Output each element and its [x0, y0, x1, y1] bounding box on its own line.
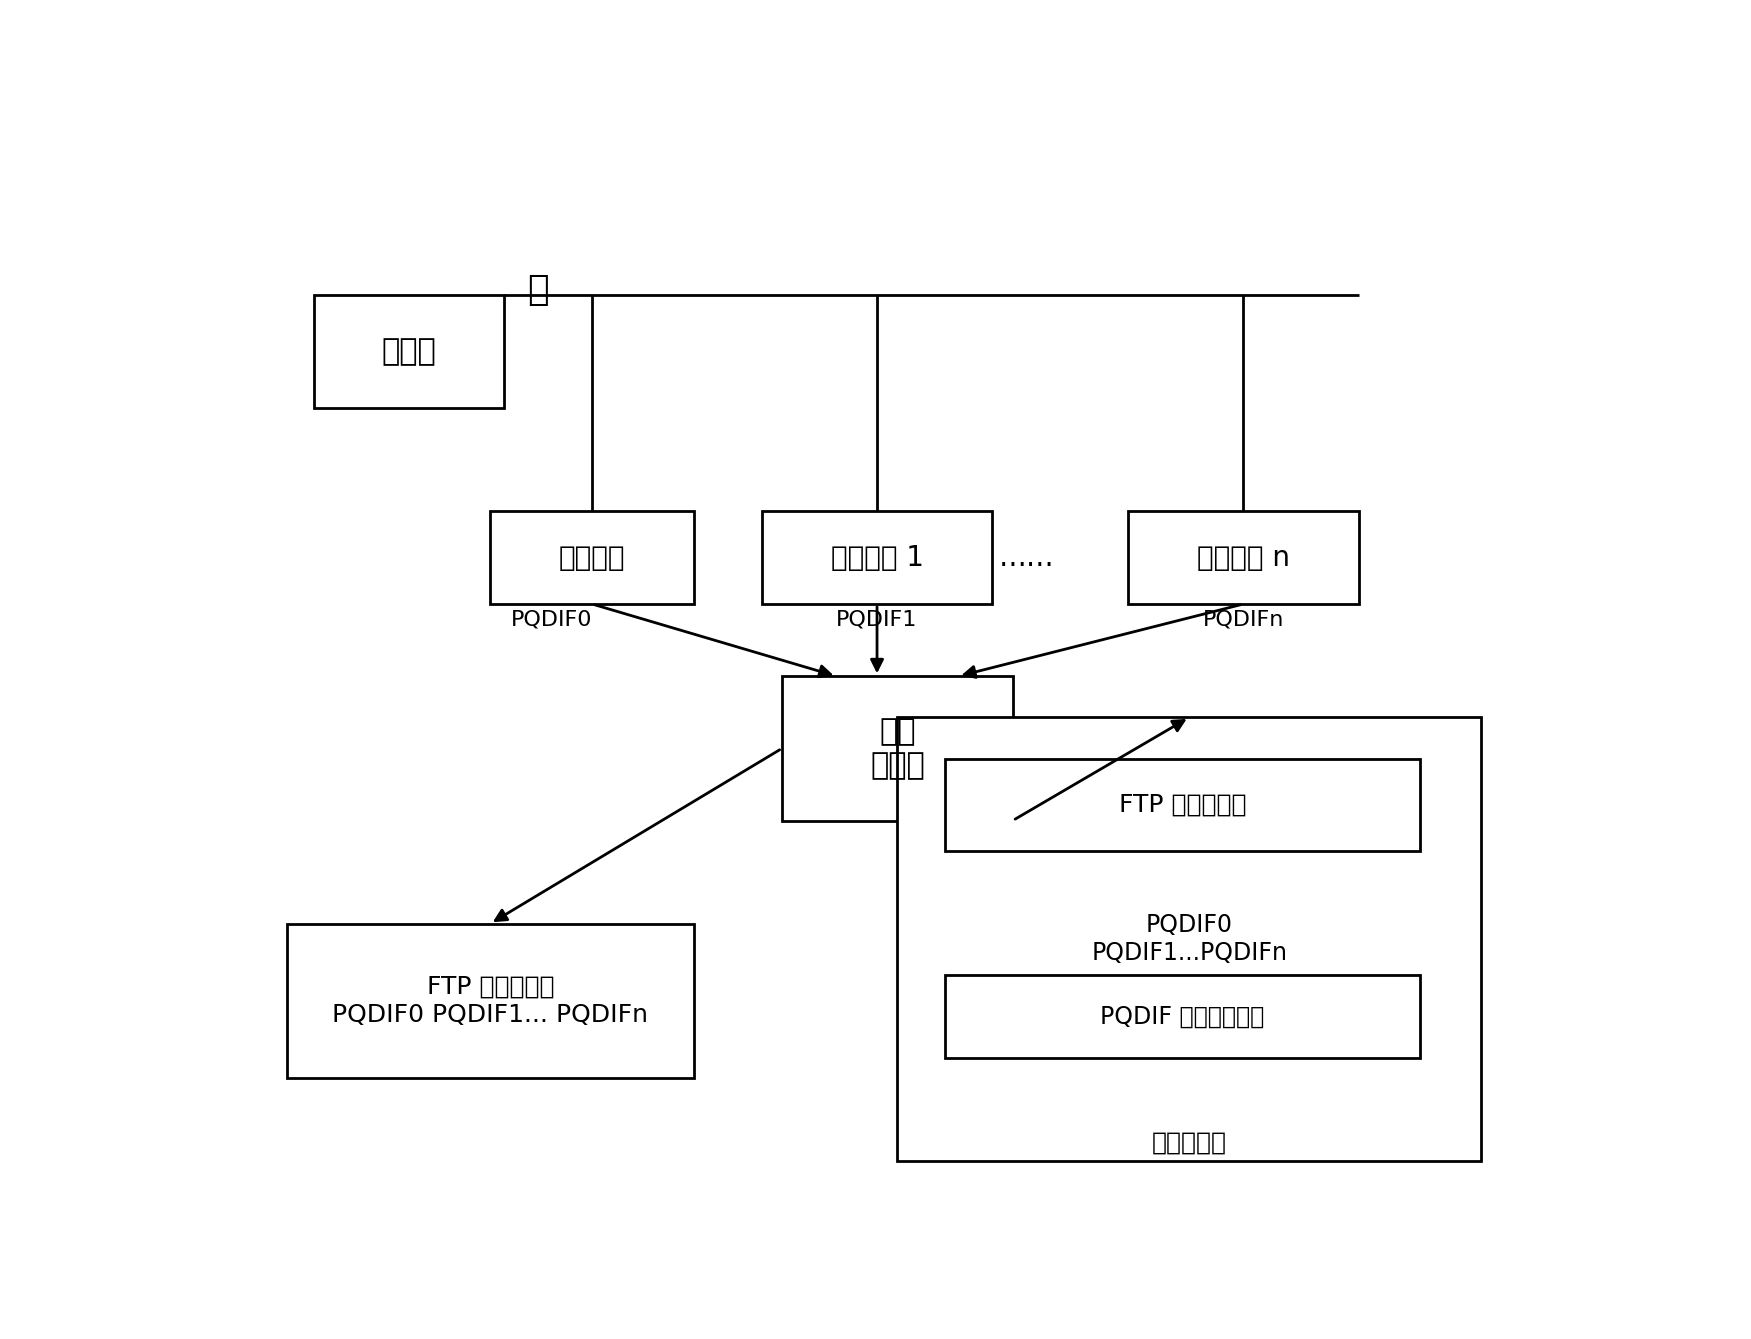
Text: 标准源: 标准源 — [382, 337, 436, 366]
Bar — [287, 924, 693, 1078]
Text: ～: ～ — [527, 273, 548, 307]
Text: 被检设备 1: 被检设备 1 — [830, 544, 923, 572]
Text: 网络
交换机: 网络 交换机 — [870, 718, 925, 779]
Text: PQDIF 检验比较程序: PQDIF 检验比较程序 — [1100, 1004, 1264, 1028]
Text: PQDIF1: PQDIF1 — [837, 609, 918, 629]
Text: FTP 文件服务器
PQDIF0 PQDIF1... PQDIFn: FTP 文件服务器 PQDIF0 PQDIF1... PQDIFn — [333, 975, 648, 1027]
Bar — [313, 295, 504, 408]
Bar — [762, 511, 993, 604]
Bar — [946, 759, 1420, 852]
Text: ……: …… — [998, 544, 1054, 572]
Text: 检验服务器: 检验服务器 — [1152, 1130, 1227, 1154]
Text: PQDIF0: PQDIF0 — [511, 609, 592, 629]
Text: PQDIF0
PQDIF1...PQDIFn: PQDIF0 PQDIF1...PQDIFn — [1091, 913, 1287, 965]
Text: PQDIFn: PQDIFn — [1203, 609, 1283, 629]
Text: 标准设备: 标准设备 — [559, 544, 625, 572]
Bar — [783, 676, 1012, 821]
Bar — [897, 718, 1481, 1161]
Text: 被检设备 n: 被检设备 n — [1198, 544, 1290, 572]
Bar — [1128, 511, 1359, 604]
Text: FTP 客户服务端: FTP 客户服务端 — [1119, 793, 1247, 817]
Bar — [946, 975, 1420, 1058]
Bar — [490, 511, 693, 604]
